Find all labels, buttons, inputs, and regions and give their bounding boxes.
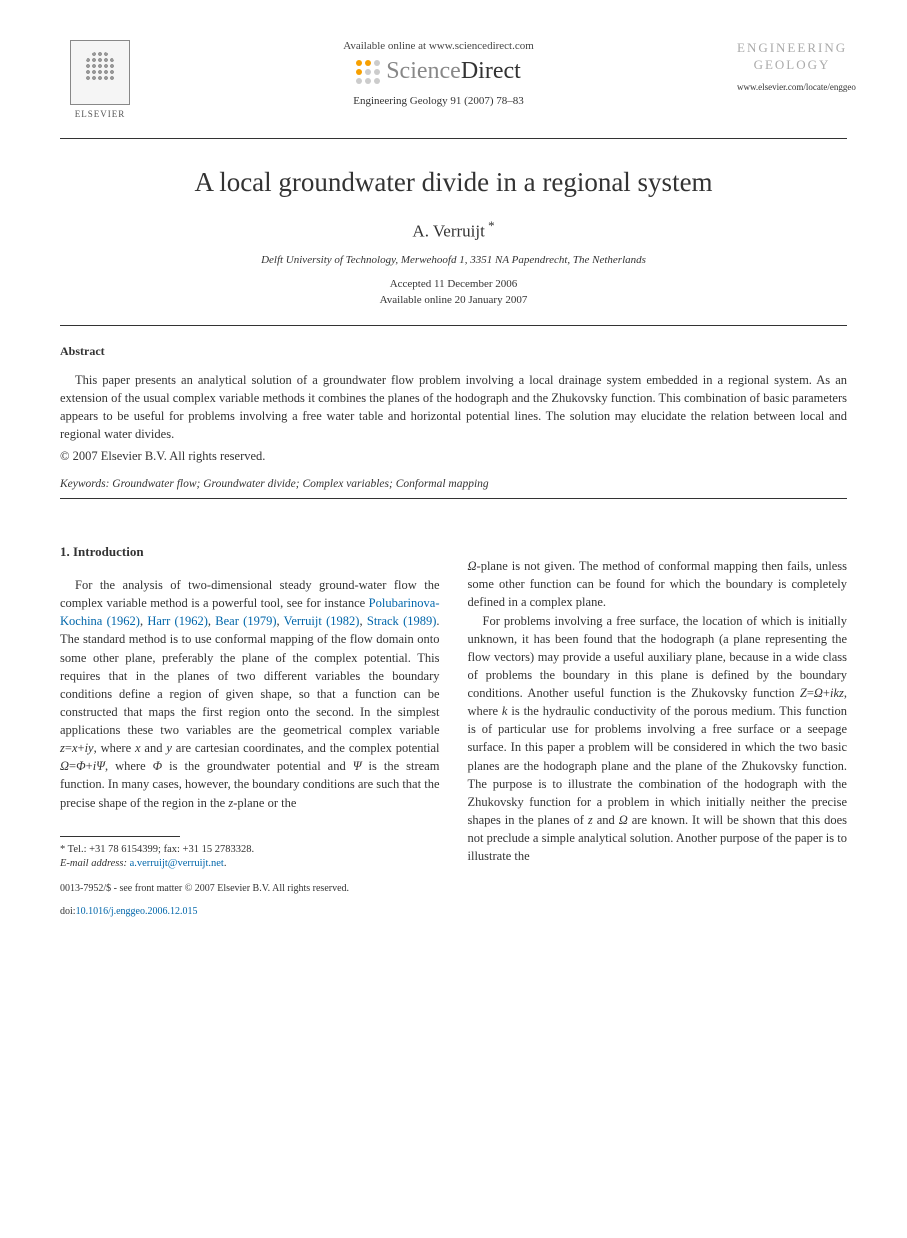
body-columns: 1. Introduction For the analysis of two-…: [60, 503, 847, 872]
online-date: Available online 20 January 2007: [60, 292, 847, 309]
sd-dot: [374, 69, 380, 75]
ref-link[interactable]: Strack (1989): [367, 614, 437, 628]
column-left: 1. Introduction For the analysis of two-…: [60, 503, 440, 872]
sd-light: Science: [386, 58, 461, 84]
column-right: Ω-plane is not given. The method of conf…: [468, 503, 848, 872]
email-link[interactable]: a.verruijt@verruijt.net: [127, 858, 224, 869]
email-label: E-mail address:: [60, 858, 127, 869]
elsevier-tree-icon: [70, 40, 130, 105]
affiliation: Delft University of Technology, Merwehoo…: [60, 254, 847, 266]
sd-dots-icon: [356, 60, 380, 84]
sd-dot: [374, 78, 380, 84]
journal-url: www.elsevier.com/locate/enggeo: [737, 82, 847, 92]
divider: [60, 138, 847, 139]
corresponding-star-icon: *: [485, 218, 495, 233]
column-spacer: [468, 503, 848, 557]
footer-copyright: 0013-7952/$ - see front matter © 2007 El…: [60, 882, 847, 895]
journal-logo: ENGINEERING GEOLOGY www.elsevier.com/loc…: [737, 40, 847, 92]
abstract-text: This paper presents an analytical soluti…: [60, 371, 847, 444]
journal-title-1: ENGINEERING: [737, 40, 847, 57]
ref-link[interactable]: Verruijt (1982): [284, 614, 360, 628]
section-1-title: 1. Introduction: [60, 543, 440, 562]
ref-link[interactable]: Bear (1979): [215, 614, 276, 628]
keywords-label: Keywords:: [60, 478, 109, 490]
sd-dot: [356, 69, 362, 75]
author-name: A. Verruijt: [412, 222, 484, 241]
center-header: Available online at www.sciencedirect.co…: [140, 40, 737, 107]
sciencedirect-text: ScienceDirect: [386, 58, 521, 85]
keywords-text: Groundwater flow; Groundwater divide; Co…: [109, 478, 488, 490]
sciencedirect-logo: ScienceDirect: [140, 58, 737, 85]
footnote-tel: Tel.: +31 78 6154399; fax: +31 15 278332…: [65, 844, 254, 855]
accepted-date: Accepted 11 December 2006: [60, 276, 847, 293]
author-line: A. Verruijt *: [60, 218, 847, 242]
available-online-text: Available online at www.sciencedirect.co…: [140, 40, 737, 52]
ref-link[interactable]: Harr (1962): [147, 614, 208, 628]
intro-paragraph-1-cont: Ω-plane is not given. The method of conf…: [468, 557, 848, 611]
elsevier-label: ELSEVIER: [75, 109, 126, 119]
header-row: ELSEVIER Available online at www.science…: [60, 40, 847, 130]
journal-title-2: GEOLOGY: [737, 57, 847, 74]
corresponding-footnote: * Tel.: +31 78 6154399; fax: +31 15 2783…: [60, 843, 440, 872]
sd-dot: [356, 78, 362, 84]
sd-dot: [365, 60, 371, 66]
abstract-copyright: © 2007 Elsevier B.V. All rights reserved…: [60, 449, 847, 464]
divider: [60, 325, 847, 326]
divider: [60, 498, 847, 499]
sd-dot: [365, 78, 371, 84]
sd-dot: [365, 69, 371, 75]
abstract-label: Abstract: [60, 344, 847, 359]
citation-text: Engineering Geology 91 (2007) 78–83: [140, 95, 737, 107]
keywords-line: Keywords: Groundwater flow; Groundwater …: [60, 478, 847, 490]
intro-paragraph-2: For problems involving a free surface, t…: [468, 612, 848, 866]
intro-paragraph-1: For the analysis of two-dimensional stea…: [60, 576, 440, 812]
elsevier-logo: ELSEVIER: [60, 40, 140, 130]
dates-block: Accepted 11 December 2006 Available onli…: [60, 276, 847, 309]
sd-dot: [374, 60, 380, 66]
footer-doi-line: doi:10.1016/j.enggeo.2006.12.015: [60, 905, 847, 918]
paper-title: A local groundwater divide in a regional…: [60, 167, 847, 198]
sd-dot: [356, 60, 362, 66]
doi-label: doi:: [60, 906, 76, 917]
sd-bold: Direct: [461, 58, 521, 84]
footnote-separator: [60, 836, 180, 837]
doi-link[interactable]: 10.1016/j.enggeo.2006.12.015: [76, 906, 198, 917]
